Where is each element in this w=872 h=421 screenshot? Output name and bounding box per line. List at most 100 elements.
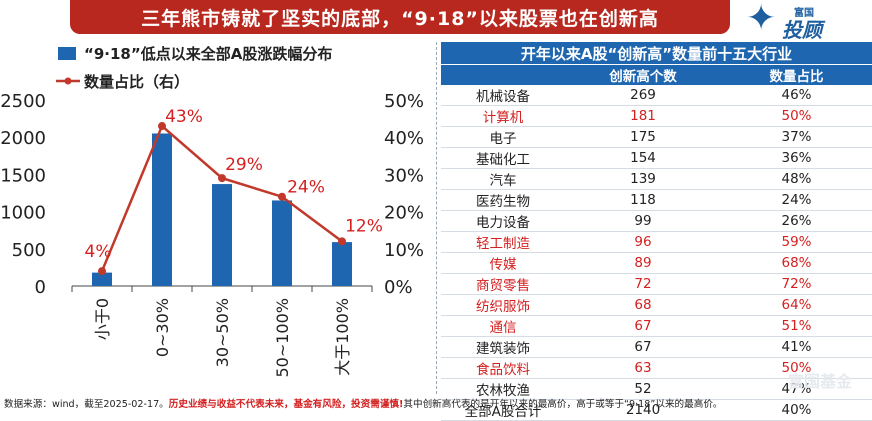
cell-industry: 计算机 bbox=[441, 105, 565, 127]
legend-line-marker bbox=[64, 77, 72, 85]
cell-share: 41% bbox=[721, 336, 872, 358]
table-header-share: 数量占比 bbox=[721, 64, 872, 85]
cell-count: 67 bbox=[565, 315, 721, 337]
table-row: 轻工制造 96 59% bbox=[441, 231, 872, 253]
footnote-risk: 历史业绩与收益不代表未来，基金有风险，投资需谨慎! bbox=[168, 399, 404, 410]
cell-count: 96 bbox=[565, 231, 721, 253]
cell-industry: 商贸零售 bbox=[441, 273, 565, 295]
x-category-label: 50~100% bbox=[273, 298, 292, 378]
table-row: 农林牧渔 52 47% bbox=[441, 378, 872, 400]
cell-share: 37% bbox=[721, 126, 872, 148]
bar bbox=[332, 242, 352, 286]
table-row: 汽车 139 48% bbox=[441, 168, 872, 190]
table-row: 食品饮料 63 50% bbox=[441, 357, 872, 379]
legend-line-label: 数量占比（右） bbox=[84, 73, 189, 91]
x-category-label: 大于100% bbox=[333, 298, 352, 376]
legend-bar-swatch bbox=[58, 47, 76, 60]
table-header-industry bbox=[441, 64, 565, 85]
cell-share: 68% bbox=[721, 252, 872, 274]
cell-count: 67 bbox=[565, 336, 721, 358]
cell-industry: 轻工制造 bbox=[441, 231, 565, 253]
cell-share: 59% bbox=[721, 231, 872, 253]
legend-bar-label: “9·18”低点以来全部A股涨跌幅分布 bbox=[84, 45, 332, 63]
cell-industry: 建筑装饰 bbox=[441, 336, 565, 358]
share-data-label: 12% bbox=[345, 216, 383, 236]
table-title: 开年以来A股“创新高”数量前十五大行业 bbox=[441, 42, 872, 65]
y-right-tick-label: 50% bbox=[384, 91, 424, 112]
y-left-tick-label: 0 bbox=[35, 277, 46, 298]
cell-share: 50% bbox=[721, 105, 872, 127]
bar bbox=[92, 272, 112, 286]
cell-industry: 纺织服饰 bbox=[441, 294, 565, 316]
share-point bbox=[98, 267, 106, 276]
share-data-label: 4% bbox=[85, 242, 112, 262]
cell-count: 118 bbox=[565, 189, 721, 211]
cell-industry: 传媒 bbox=[441, 252, 565, 274]
star-logo-icon: ✦ bbox=[746, 0, 777, 39]
cell-count: 154 bbox=[565, 147, 721, 169]
table-row: 电力设备 99 26% bbox=[441, 210, 872, 232]
share-point bbox=[338, 237, 346, 246]
cell-industry: 汽车 bbox=[441, 168, 565, 190]
share-point bbox=[278, 192, 286, 201]
cell-share: 24% bbox=[721, 189, 872, 211]
cell-count: 175 bbox=[565, 126, 721, 148]
table-row: 传媒 89 68% bbox=[441, 252, 872, 274]
cell-share: 72% bbox=[721, 273, 872, 295]
share-data-label: 43% bbox=[165, 107, 203, 127]
cell-count: 269 bbox=[565, 85, 721, 106]
table-row: 电子 175 37% bbox=[441, 126, 872, 148]
cell-share: 50% bbox=[721, 357, 872, 379]
y-right-tick-label: 10% bbox=[384, 240, 424, 261]
cell-industry: 电力设备 bbox=[441, 210, 565, 232]
table-row: 纺织服饰 68 64% bbox=[441, 294, 872, 316]
table-row: 机械设备 269 46% bbox=[441, 85, 872, 106]
y-left-tick-label: 2000 bbox=[0, 128, 46, 149]
share-data-label: 29% bbox=[225, 155, 263, 175]
logo-small-text: 富国 bbox=[794, 8, 814, 19]
brand-logo: ✦ 富国 投顾 bbox=[742, 0, 870, 42]
industry-table: 开年以来A股“创新高”数量前十五大行业 创新高个数 数量占比 机械设备 269 46… bbox=[441, 42, 872, 421]
table-row: 医药生物 118 24% bbox=[441, 189, 872, 211]
footnote: 数据来源：wind，截至2025-02-17。历史业绩与收益不代表未来，基金有风… bbox=[4, 396, 870, 410]
y-right-tick-label: 30% bbox=[384, 165, 424, 186]
y-right-tick-label: 0% bbox=[384, 277, 413, 298]
y-left-tick-label: 2500 bbox=[0, 91, 46, 112]
cell-share: 64% bbox=[721, 294, 872, 316]
cell-count: 89 bbox=[565, 252, 721, 274]
x-category-label: 0~30% bbox=[153, 298, 172, 357]
cell-share: 36% bbox=[721, 147, 872, 169]
y-left-tick-label: 500 bbox=[12, 240, 46, 261]
cell-count: 139 bbox=[565, 168, 721, 190]
cell-count: 68 bbox=[565, 294, 721, 316]
cell-count: 72 bbox=[565, 273, 721, 295]
logo-big-text: 投顾 bbox=[782, 18, 822, 42]
section-divider bbox=[436, 42, 437, 394]
table-row: 计算机 181 50% bbox=[441, 105, 872, 127]
cell-industry: 电子 bbox=[441, 126, 565, 148]
cell-industry: 基础化工 bbox=[441, 147, 565, 169]
table-row: 建筑装饰 67 41% bbox=[441, 336, 872, 358]
watermark: 富国基金 bbox=[788, 372, 853, 391]
cell-share: 48% bbox=[721, 168, 872, 190]
bar bbox=[212, 184, 232, 286]
cell-count: 52 bbox=[565, 378, 721, 400]
bar bbox=[272, 200, 292, 286]
table-header-count: 创新高个数 bbox=[565, 64, 721, 85]
cell-industry: 通信 bbox=[441, 315, 565, 337]
y-right-tick-label: 20% bbox=[384, 203, 424, 224]
cell-industry: 医药生物 bbox=[441, 189, 565, 211]
share-point bbox=[158, 122, 166, 131]
cell-share: 47% bbox=[721, 378, 872, 400]
bar bbox=[152, 133, 172, 286]
cell-industry: 农林牧渔 bbox=[441, 378, 565, 400]
cell-industry: 机械设备 bbox=[441, 85, 565, 106]
x-category-label: 30~50% bbox=[213, 298, 232, 367]
table-row: 商贸零售 72 72% bbox=[441, 273, 872, 295]
cell-count: 63 bbox=[565, 357, 721, 379]
cell-share: 46% bbox=[721, 85, 872, 106]
footnote-note: 其中创新高代表的是开年以来的最高价，高于或等于“9·18”以来的最高价。 bbox=[403, 399, 723, 410]
y-left-tick-label: 1000 bbox=[0, 203, 46, 224]
cell-count: 181 bbox=[565, 105, 721, 127]
